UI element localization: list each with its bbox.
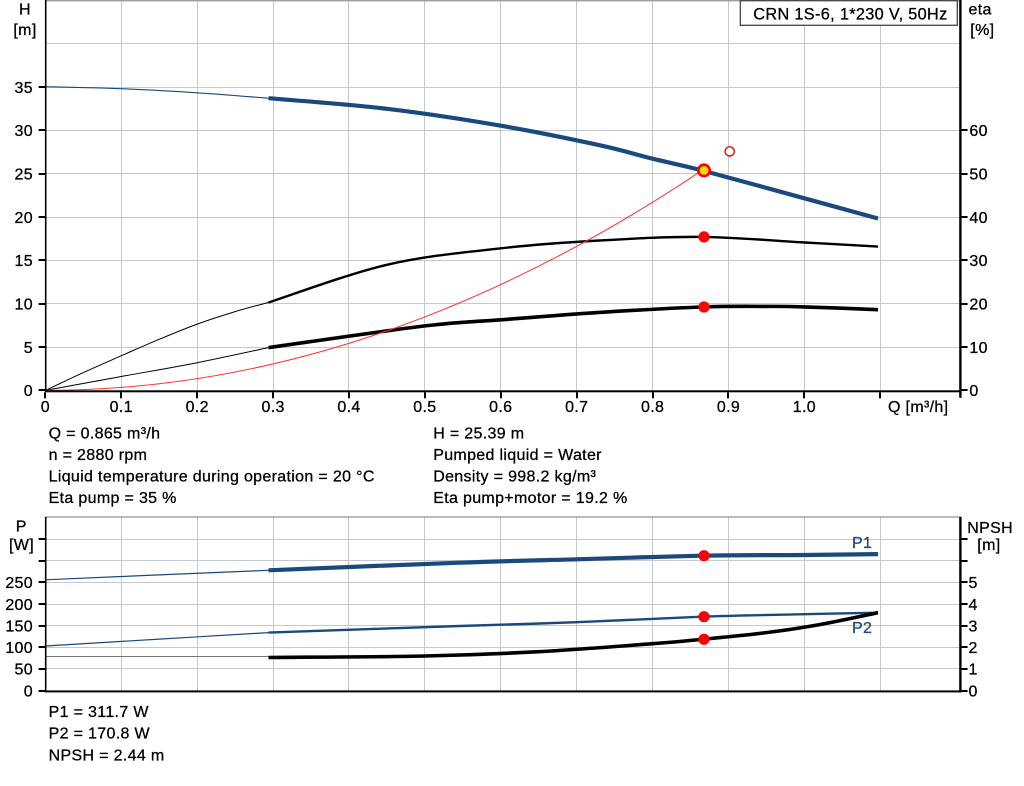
svg-text:Q = 0.865 m³/h: Q = 0.865 m³/h [49, 426, 161, 443]
svg-text:30: 30 [969, 253, 987, 270]
svg-text:0: 0 [24, 383, 33, 400]
svg-text:0.9: 0.9 [717, 399, 740, 416]
svg-text:0.8: 0.8 [641, 399, 664, 416]
svg-text:0.1: 0.1 [110, 399, 133, 416]
svg-text:CRN 1S-6, 1*230 V, 50Hz: CRN 1S-6, 1*230 V, 50Hz [753, 6, 947, 24]
svg-text:P1 = 311.7 W: P1 = 311.7 W [49, 704, 150, 721]
svg-text:15: 15 [15, 253, 33, 270]
svg-text:P2 = 170.8 W: P2 = 170.8 W [49, 726, 151, 743]
svg-text:0: 0 [969, 383, 978, 400]
svg-text:0.5: 0.5 [413, 399, 436, 416]
svg-text:200: 200 [5, 597, 33, 614]
svg-text:5: 5 [969, 575, 978, 592]
svg-text:0: 0 [969, 683, 978, 700]
svg-text:1.0: 1.0 [793, 399, 816, 416]
svg-text:P1: P1 [852, 535, 872, 552]
svg-text:30: 30 [15, 123, 33, 140]
svg-text:Liquid temperature during oper: Liquid temperature during operation = 20… [49, 469, 375, 486]
svg-text:0.7: 0.7 [565, 399, 588, 416]
svg-text:4: 4 [969, 597, 978, 614]
svg-text:50: 50 [969, 167, 987, 184]
svg-text:20: 20 [969, 297, 987, 314]
svg-text:P2: P2 [852, 620, 872, 637]
svg-text:H = 25.39 m: H = 25.39 m [433, 426, 524, 443]
svg-text:NPSH = 2.44 m: NPSH = 2.44 m [49, 747, 165, 764]
svg-text:NPSH: NPSH [967, 520, 1013, 537]
svg-text:P: P [16, 519, 27, 536]
svg-text:0: 0 [24, 683, 33, 700]
svg-text:Pumped liquid = Water: Pumped liquid = Water [433, 447, 602, 464]
svg-text:[%]: [%] [970, 22, 994, 39]
svg-text:Eta pump = 35 %: Eta pump = 35 % [49, 490, 177, 507]
svg-text:[m]: [m] [977, 537, 1000, 554]
svg-text:0.2: 0.2 [186, 399, 209, 416]
svg-text:Q [m³/h]: Q [m³/h] [888, 399, 948, 416]
svg-text:10: 10 [969, 340, 987, 357]
svg-text:3: 3 [969, 618, 978, 635]
svg-text:150: 150 [5, 618, 33, 635]
svg-text:10: 10 [15, 297, 33, 314]
svg-text:Density = 998.2 kg/m³: Density = 998.2 kg/m³ [433, 469, 596, 486]
svg-text:35: 35 [15, 80, 33, 97]
svg-text:20: 20 [15, 210, 33, 227]
svg-text:eta: eta [969, 1, 992, 18]
svg-text:Eta pump+motor = 19.2 %: Eta pump+motor = 19.2 % [433, 490, 627, 507]
svg-text:40: 40 [969, 210, 987, 227]
svg-text:250: 250 [5, 575, 33, 592]
svg-text:5: 5 [24, 340, 33, 357]
svg-text:H: H [19, 1, 31, 18]
svg-text:50: 50 [15, 662, 33, 679]
svg-text:0.4: 0.4 [337, 399, 360, 416]
svg-text:[m]: [m] [13, 22, 36, 39]
svg-text:1: 1 [969, 662, 978, 679]
svg-text:[W]: [W] [9, 537, 34, 554]
svg-text:2: 2 [969, 640, 978, 657]
svg-text:0: 0 [41, 399, 50, 416]
svg-text:0.6: 0.6 [489, 399, 512, 416]
svg-text:60: 60 [969, 123, 987, 140]
svg-text:n = 2880 rpm: n = 2880 rpm [49, 447, 148, 464]
svg-text:25: 25 [15, 167, 33, 184]
svg-text:0.3: 0.3 [261, 399, 284, 416]
svg-text:100: 100 [5, 640, 33, 657]
